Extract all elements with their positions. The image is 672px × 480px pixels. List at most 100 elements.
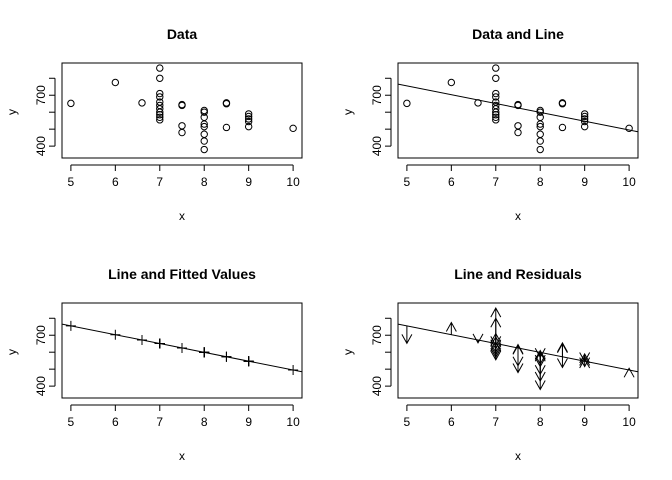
panel-line-and-fitted: Line and Fitted Values x y 5 6 7 8 9 10 400 700	[5, 266, 303, 463]
y-tick-label: 400	[34, 136, 48, 156]
data-point	[156, 108, 164, 116]
x-tick-label: 8	[201, 415, 208, 429]
x-tick-label: 7	[492, 175, 499, 189]
y-tick-label: 400	[34, 376, 48, 396]
data-point	[156, 64, 164, 72]
data-point	[244, 110, 253, 118]
data-point	[200, 145, 208, 154]
data-point	[514, 101, 522, 110]
data-point	[625, 124, 633, 133]
plot-frame	[61, 302, 303, 399]
data-point	[474, 99, 482, 107]
plot-frame	[397, 302, 639, 399]
data-point	[514, 122, 522, 130]
data-point	[492, 113, 500, 121]
data-point	[244, 112, 253, 121]
plot-area	[62, 320, 302, 376]
residual-arrow	[512, 347, 524, 374]
x-tick-label: 5	[404, 175, 411, 189]
data-point	[492, 111, 500, 119]
data-point	[558, 100, 567, 108]
x-tick-label: 7	[156, 175, 163, 189]
x-tick-label: 5	[404, 415, 411, 429]
data-point	[492, 89, 500, 98]
data-point	[580, 110, 589, 118]
y-axis-label: y	[5, 349, 19, 355]
data-point	[156, 74, 164, 82]
x-tick-label: 9	[581, 175, 588, 189]
panel-title: Data	[167, 26, 198, 42]
data-point	[200, 130, 208, 138]
x-axis-label: x	[515, 209, 521, 223]
data-point	[178, 101, 186, 110]
x-tick-label: 6	[448, 175, 455, 189]
residual-arrow	[472, 333, 484, 344]
x-axis-label: x	[515, 449, 521, 463]
x-tick-label: 9	[245, 415, 252, 429]
data-point	[536, 108, 544, 116]
data-point	[111, 78, 120, 87]
data-point	[580, 117, 589, 126]
x-tick-label: 8	[537, 175, 544, 189]
residual-arrow	[623, 367, 635, 378]
fitted-value-marker	[177, 342, 187, 353]
data-point	[156, 113, 164, 121]
y-tick-label: 700	[370, 325, 384, 345]
data-point	[244, 117, 253, 126]
x-tick-label: 8	[201, 175, 208, 189]
data-point	[403, 99, 411, 108]
data-point	[200, 108, 208, 116]
data-point	[492, 64, 500, 72]
fitted-value-marker	[65, 320, 76, 331]
data-point	[492, 108, 500, 116]
data-point	[536, 145, 544, 154]
y-axis-label: y	[341, 109, 355, 115]
x-tick-label: 6	[112, 415, 119, 429]
x-tick-label: 10	[286, 415, 300, 429]
panel-title: Data and Line	[472, 26, 564, 42]
y-tick-label: 700	[34, 325, 48, 345]
residual-arrow	[445, 321, 457, 335]
fitted-value-marker	[221, 351, 232, 362]
data-point	[244, 122, 253, 131]
panel-title: Line and Fitted Values	[108, 266, 256, 282]
data-point	[67, 99, 75, 108]
x-tick-label: 8	[537, 415, 544, 429]
y-axis-label: y	[5, 109, 19, 115]
data-point	[156, 116, 164, 124]
data-point	[536, 137, 544, 145]
data-point	[514, 128, 522, 137]
x-tick-label: 10	[286, 175, 300, 189]
data-point	[580, 122, 589, 131]
x-axis-label: x	[179, 449, 185, 463]
data-point	[244, 115, 253, 123]
data-point	[447, 78, 456, 87]
x-tick-label: 5	[68, 415, 75, 429]
data-point	[200, 137, 208, 145]
fitted-value-marker	[154, 338, 165, 349]
y-tick-label: 700	[34, 85, 48, 105]
fitted-value-marker	[137, 335, 147, 346]
data-point	[580, 112, 589, 121]
x-tick-label: 7	[156, 415, 163, 429]
data-point	[289, 124, 297, 133]
data-point	[156, 93, 164, 101]
plot-area	[398, 307, 638, 391]
x-tick-label: 6	[448, 415, 455, 429]
x-tick-label: 9	[581, 415, 588, 429]
panel-data-and-line: Data and Line x y 5 6 7 8 9 10 400 700	[341, 26, 639, 223]
fitted-value-marker	[199, 347, 210, 358]
data-point	[536, 122, 544, 131]
x-tick-label: 9	[245, 175, 252, 189]
data-point	[492, 116, 500, 124]
panel-data: Data x y 5 6 7 8 9 10 400 700	[5, 26, 303, 223]
data-point	[222, 123, 231, 132]
data-point	[200, 122, 208, 131]
residual-arrow	[534, 352, 546, 391]
data-point	[178, 122, 186, 130]
plot-area	[398, 64, 638, 154]
y-tick-label: 400	[370, 136, 384, 156]
data-point	[536, 130, 544, 138]
data-point	[492, 93, 500, 101]
residual-arrow	[512, 344, 524, 355]
